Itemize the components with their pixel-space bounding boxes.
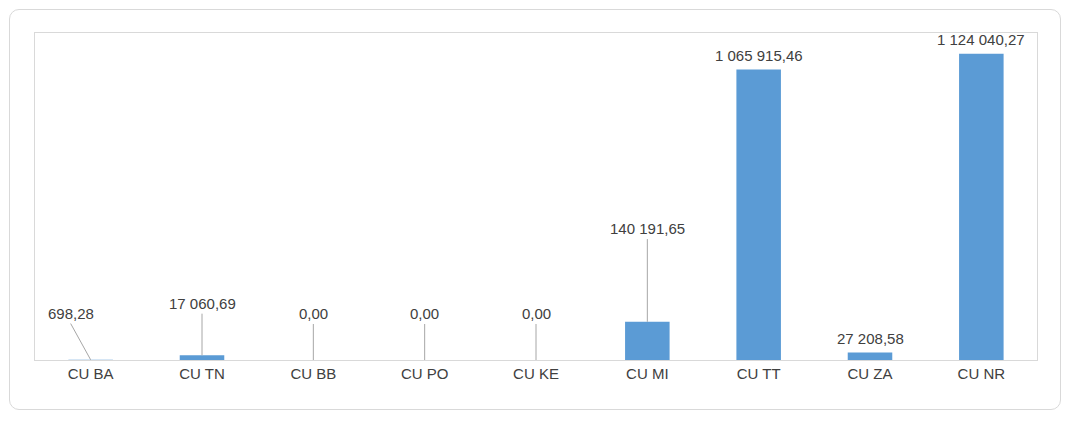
svg-text:CU NR: CU NR — [958, 365, 1006, 382]
svg-text:0,00: 0,00 — [410, 305, 439, 322]
svg-text:CU KE: CU KE — [513, 365, 559, 382]
svg-text:CU PO: CU PO — [401, 365, 449, 382]
svg-text:17 060,69: 17 060,69 — [169, 295, 236, 312]
svg-text:1 124 040,27: 1 124 040,27 — [937, 31, 1025, 48]
svg-text:27 208,58: 27 208,58 — [837, 330, 904, 347]
svg-text:1 065 915,46: 1 065 915,46 — [715, 47, 803, 64]
svg-text:CU ZA: CU ZA — [848, 365, 893, 382]
svg-text:0,00: 0,00 — [299, 305, 328, 322]
svg-text:CU MI: CU MI — [626, 365, 669, 382]
svg-text:698,28: 698,28 — [48, 305, 94, 322]
svg-text:CU TN: CU TN — [179, 365, 225, 382]
svg-text:140 191,65: 140 191,65 — [610, 220, 685, 237]
svg-text:CU BB: CU BB — [290, 365, 336, 382]
svg-text:0,00: 0,00 — [522, 305, 551, 322]
svg-text:CU TT: CU TT — [737, 365, 781, 382]
svg-text:CU BA: CU BA — [68, 365, 114, 382]
